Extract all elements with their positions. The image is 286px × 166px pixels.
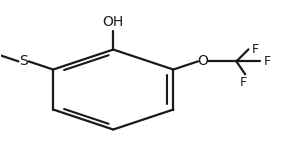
Text: OH: OH — [103, 15, 124, 29]
Text: F: F — [240, 76, 247, 89]
Text: O: O — [198, 54, 208, 68]
Text: F: F — [252, 43, 259, 56]
Text: S: S — [19, 54, 28, 68]
Text: F: F — [264, 55, 271, 68]
